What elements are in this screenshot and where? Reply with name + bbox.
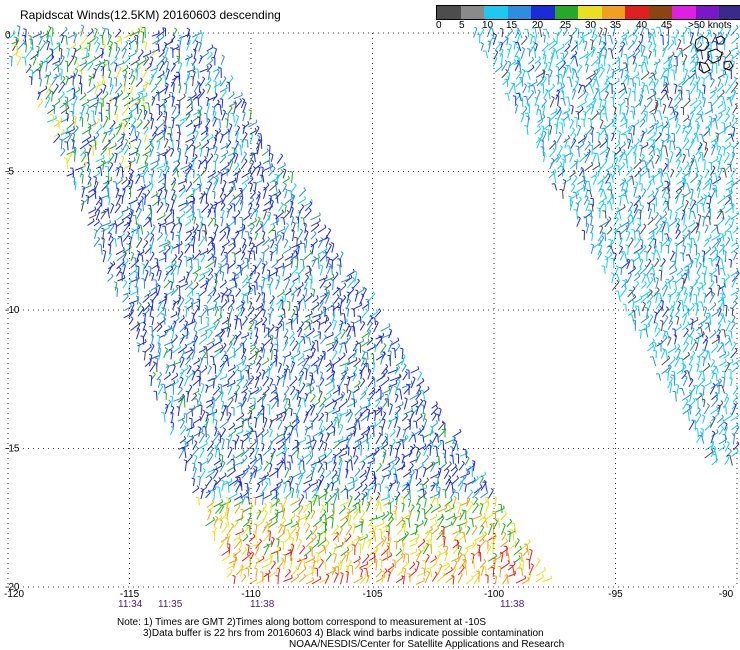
legend-swatch	[554, 6, 578, 19]
legend-swatch	[672, 6, 696, 19]
legend-label: 20	[532, 20, 544, 31]
legend-swatch	[507, 6, 531, 19]
lat-tick-label: -10	[5, 305, 20, 316]
wind-map: -120 -115 -110 -105 -100 -95 -90 0 -5 -10 -15 -20	[4, 24, 740, 600]
color-scale-bar	[436, 5, 740, 20]
legend-label: 35	[610, 20, 622, 31]
time-label: 11:34	[118, 599, 143, 610]
wind-barb-swaths	[8, 24, 740, 585]
legend-swatch	[531, 6, 555, 19]
legend-swatch	[625, 6, 649, 19]
footnote-line-2: 3)Data buffer is 22 hrs from 20160603 4)…	[143, 628, 544, 639]
map-title: Rapidscat Winds(12.5KM) 20160603 descend…	[20, 8, 281, 22]
lon-tick-label: -110	[241, 589, 261, 600]
time-label: 11:35	[158, 599, 183, 610]
legend-label: 25	[560, 20, 572, 31]
lat-tick-label: -20	[5, 582, 20, 593]
lon-tick-label: -100	[484, 589, 504, 600]
lat-tick-label: 0	[5, 30, 11, 41]
legend-label: 0	[436, 20, 442, 31]
footnote-line-3: NOAA/NESDIS/Center for Satellite Applica…	[289, 639, 565, 650]
color-legend: 0 5 10 15 20 25 30 35 40 45 >50 knots	[436, 5, 740, 35]
lon-tick-label: -90	[719, 589, 734, 600]
lon-tick-label: -115	[120, 589, 140, 600]
legend-swatch	[578, 6, 602, 19]
lat-tick-label: -15	[5, 444, 20, 455]
legend-swatch	[695, 6, 719, 19]
footnote-line-1: Note: 1) Times are GMT 2)Times along bot…	[117, 617, 487, 628]
legend-swatch	[484, 6, 508, 19]
legend-swatch	[460, 6, 484, 19]
legend-swatch	[601, 6, 625, 19]
legend-label: 15	[506, 20, 518, 31]
legend-label: 5	[459, 20, 465, 31]
lon-tick-label: -105	[362, 589, 382, 600]
legend-swatch	[437, 6, 461, 19]
lon-tick-label: -120	[4, 589, 24, 600]
time-label: 11:38	[500, 599, 525, 610]
legend-label: 30	[585, 20, 597, 31]
time-label: 11:38	[250, 599, 275, 610]
legend-label: 45	[661, 20, 673, 31]
axis-labels: -120 -115 -110 -105 -100 -95 -90 0 -5 -10 -15 -20	[4, 30, 734, 600]
legend-swatch	[648, 6, 672, 19]
galapagos-coastline	[694, 35, 734, 74]
lon-tick-label: -95	[608, 589, 623, 600]
lat-tick-label: -5	[5, 167, 14, 178]
legend-swatch	[719, 6, 740, 19]
legend-label: 10	[482, 20, 494, 31]
legend-label: >50 knots	[688, 20, 732, 31]
